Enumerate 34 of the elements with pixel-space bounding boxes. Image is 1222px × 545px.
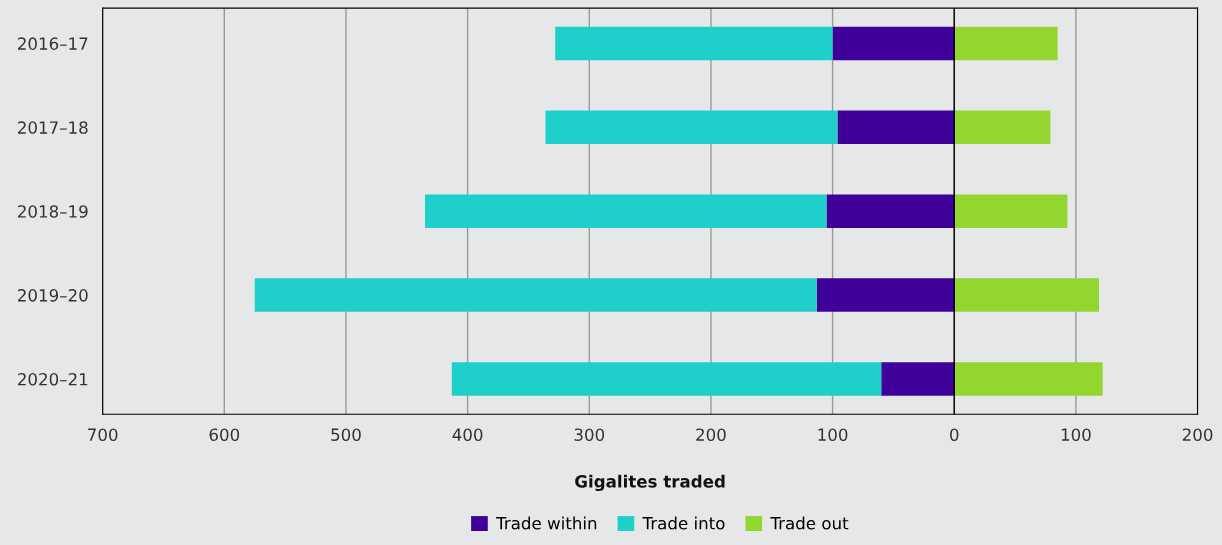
y-tick-label: 2017–18 bbox=[18, 121, 88, 134]
bar bbox=[545, 110, 838, 145]
bar bbox=[425, 194, 827, 228]
bar bbox=[954, 26, 1058, 61]
x-tick-label: 600 bbox=[209, 428, 240, 441]
x-tick-label: 300 bbox=[574, 428, 605, 441]
y-tick-label: 2019–20 bbox=[18, 289, 88, 302]
x-tick-label: 200 bbox=[1182, 428, 1213, 441]
x-tick-label: 400 bbox=[452, 428, 483, 441]
x-axis-title: Gigalites traded bbox=[575, 474, 725, 492]
x-tick-label: 100 bbox=[818, 428, 848, 441]
bar bbox=[254, 278, 817, 312]
y-tick-label: 2018–19 bbox=[18, 205, 88, 218]
bar bbox=[881, 362, 955, 396]
bar bbox=[837, 110, 955, 145]
legend-label: Trade within bbox=[496, 516, 597, 530]
bar bbox=[954, 362, 1103, 396]
y-tick-label: 2020–21 bbox=[18, 372, 88, 386]
x-tick-label: 200 bbox=[696, 428, 726, 441]
x-tick-label: 500 bbox=[331, 428, 361, 441]
bar bbox=[954, 194, 1068, 228]
bar bbox=[954, 278, 1100, 312]
x-tick-label: 100 bbox=[1061, 428, 1091, 441]
bar bbox=[816, 278, 955, 312]
bar bbox=[832, 26, 955, 61]
bar bbox=[555, 26, 833, 61]
legend-label: Trade into bbox=[642, 516, 725, 530]
x-tick-label: 0 bbox=[950, 428, 959, 441]
y-tick-label: 2016–17 bbox=[18, 37, 88, 50]
legend-label: Trade out bbox=[770, 516, 849, 530]
x-tick-label: 700 bbox=[88, 428, 118, 441]
bar bbox=[954, 110, 1051, 145]
bar bbox=[826, 194, 955, 228]
bar bbox=[451, 362, 882, 396]
